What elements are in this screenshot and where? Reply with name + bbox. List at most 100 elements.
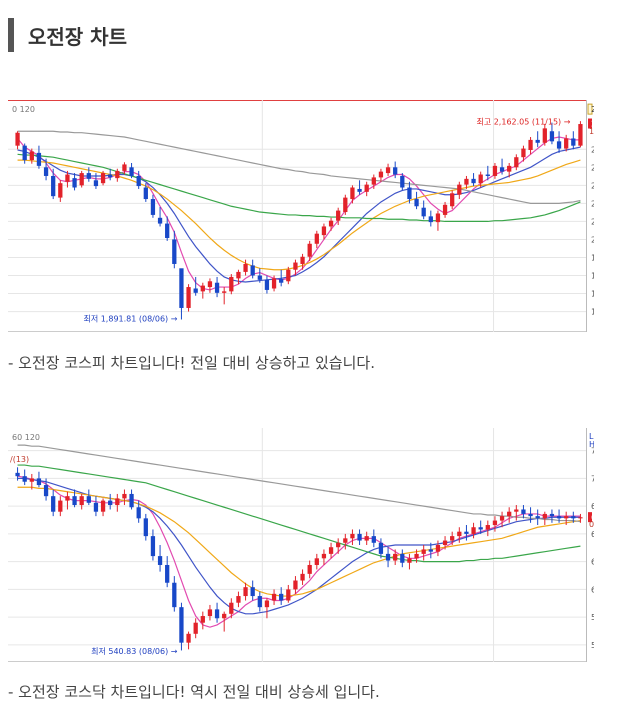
candle	[371, 529, 376, 548]
candle	[507, 507, 512, 523]
candle	[286, 584, 291, 603]
ma-header: 60 120	[12, 433, 40, 442]
candle	[336, 207, 341, 226]
candle	[86, 489, 91, 506]
candle	[122, 489, 127, 506]
candle	[51, 489, 56, 517]
candle	[321, 549, 327, 565]
candle	[450, 190, 455, 210]
candle-body	[93, 502, 99, 512]
candle-body	[229, 602, 234, 614]
candle-body	[414, 553, 419, 559]
candle	[428, 210, 433, 227]
candle	[22, 469, 27, 486]
candle	[457, 181, 462, 200]
candle-body	[100, 500, 106, 512]
candle-body	[51, 496, 56, 512]
candle	[143, 513, 148, 541]
candle-body	[15, 472, 20, 477]
candle	[115, 168, 120, 182]
candle	[236, 591, 241, 608]
candle-body	[136, 507, 141, 519]
candle	[122, 162, 127, 175]
candle	[307, 560, 312, 579]
candle-body	[564, 138, 569, 149]
candle-body	[286, 269, 291, 282]
plot-area	[8, 100, 586, 332]
candle-body	[165, 223, 170, 238]
ma-header-2: /(13)	[10, 455, 29, 464]
candle-body	[485, 174, 490, 176]
candle	[36, 471, 42, 488]
candle	[499, 158, 505, 175]
candle-body	[328, 220, 334, 227]
candle	[300, 569, 305, 585]
candle-body	[300, 573, 305, 581]
candle	[293, 259, 298, 276]
candle	[535, 131, 540, 148]
candle-body	[186, 633, 191, 643]
candle	[65, 170, 70, 188]
candle-body	[179, 607, 184, 643]
candle	[51, 168, 56, 200]
candle-body	[22, 145, 27, 161]
plot-area	[8, 428, 586, 662]
candle	[165, 556, 170, 588]
candle	[478, 520, 483, 534]
candle-body	[385, 167, 391, 174]
candle	[293, 576, 298, 594]
candle-body	[72, 496, 77, 506]
candle	[43, 478, 49, 501]
candle	[521, 145, 526, 162]
candle-body	[293, 262, 298, 270]
price-tag: 665.09	[591, 513, 594, 522]
price-tag-bg	[588, 512, 592, 523]
price-tag: 2,180.68	[591, 105, 594, 114]
candle-body	[36, 478, 42, 486]
candle-body	[286, 589, 291, 601]
candle	[79, 493, 84, 510]
candle-body	[343, 538, 348, 543]
candle-body	[200, 616, 205, 623]
candle	[442, 201, 448, 218]
candle	[93, 173, 99, 189]
candle	[556, 509, 562, 523]
candle-body	[393, 167, 398, 175]
y-tick-label: 625.00	[591, 558, 594, 567]
candle	[492, 516, 498, 532]
candle-body	[193, 288, 198, 293]
candle-body	[578, 124, 583, 146]
candle	[93, 496, 99, 517]
price-tag-text: HC:-9.00	[589, 440, 594, 449]
candle-body	[521, 148, 526, 158]
candle	[157, 206, 163, 227]
candle	[314, 553, 319, 570]
candle	[86, 167, 91, 182]
ma-line-ma240	[17, 444, 581, 523]
candle	[393, 549, 398, 565]
candle-body	[115, 170, 120, 179]
candle	[58, 180, 63, 202]
candle-body	[279, 593, 284, 601]
candle-body	[58, 183, 63, 198]
candle	[393, 161, 398, 179]
candle	[578, 513, 583, 523]
candle	[243, 582, 248, 601]
candle	[193, 618, 198, 639]
candle	[428, 542, 433, 559]
candle-body	[478, 174, 483, 184]
kosdaq-chart: 550.00 575.00 600.00 625.00 650.00 675.00 700.…	[8, 428, 594, 662]
candle-body	[250, 265, 255, 276]
page-title: 오전장 차트	[28, 24, 127, 49]
candle-body	[307, 243, 312, 257]
candle	[357, 529, 362, 545]
candle	[578, 121, 583, 148]
candle	[549, 122, 555, 145]
candle-body	[357, 188, 362, 192]
candle-body	[464, 178, 469, 185]
candle-body	[514, 157, 519, 168]
candle-body	[108, 500, 113, 506]
candle-body	[79, 173, 84, 186]
y-tick-label: 600.00	[591, 585, 594, 594]
candle	[200, 611, 205, 630]
